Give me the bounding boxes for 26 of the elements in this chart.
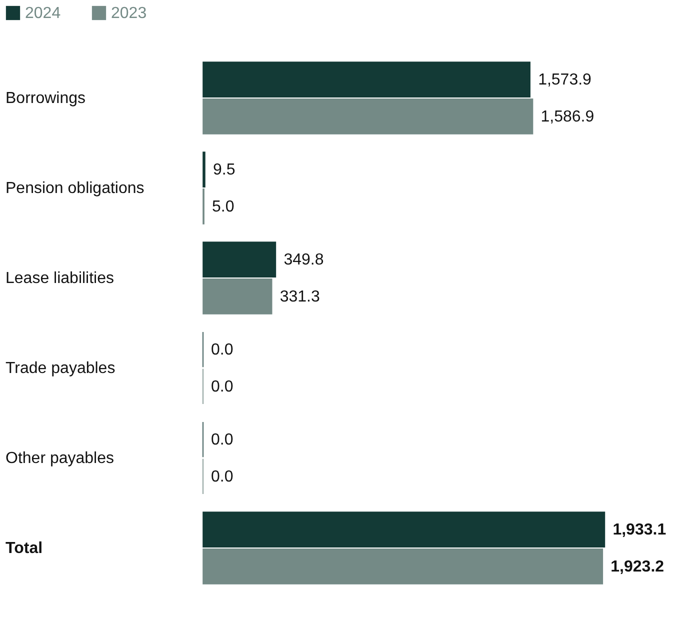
legend-label: 2024 — [25, 5, 61, 22]
data-label: 0.0 — [211, 432, 234, 449]
y-tick-label: Borrowings — [6, 90, 86, 107]
data-label: 1,923.2 — [610, 558, 664, 576]
y-tick-label: Trade payables — [6, 360, 116, 377]
data-label: 5.0 — [212, 198, 234, 216]
data-label: 1,586.9 — [540, 108, 594, 126]
y-tick-label: Other payables — [6, 450, 114, 467]
y-tick-label: Total — [6, 540, 43, 557]
bar — [202, 548, 604, 584]
y-tick-label: Pension obligations — [6, 180, 144, 197]
data-label: 0.0 — [211, 468, 234, 486]
bar — [202, 62, 530, 98]
data-label: 331.3 — [280, 288, 320, 306]
data-label: 0.0 — [211, 378, 234, 396]
bar — [202, 98, 534, 134]
data-label: 9.5 — [212, 162, 236, 179]
data-label: 1,573.9 — [538, 72, 592, 89]
bar — [202, 512, 606, 548]
bar — [202, 278, 272, 314]
data-label: 1,933.1 — [612, 522, 666, 539]
y-tick-label: Lease liabilities — [6, 270, 114, 287]
legend-label: 2023 — [111, 5, 147, 22]
data-label: 0.0 — [211, 342, 234, 359]
bar — [202, 242, 276, 278]
data-label: 349.8 — [284, 252, 324, 269]
